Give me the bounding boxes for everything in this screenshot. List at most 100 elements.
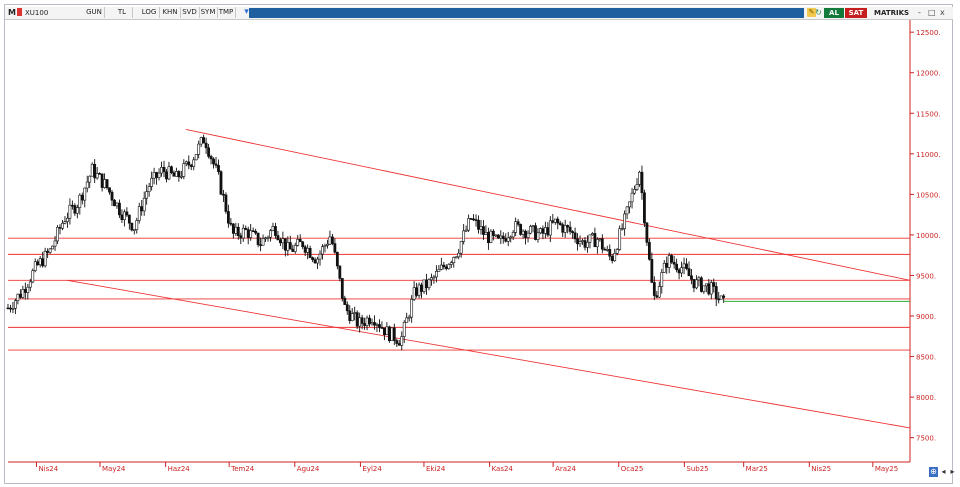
candle-body — [219, 171, 223, 195]
time-tick-label: Agu24 — [297, 465, 320, 473]
candle-body — [516, 221, 520, 225]
candle-body — [266, 236, 270, 239]
button-sym[interactable]: SYM — [199, 7, 218, 18]
close-icon[interactable]: x — [940, 8, 945, 17]
candle-body — [373, 322, 376, 326]
button-log[interactable]: LOG — [139, 7, 160, 18]
candle-body — [197, 143, 201, 155]
candle-body — [152, 172, 156, 179]
candle-body — [234, 226, 238, 234]
zoom-icon[interactable]: ⊕ — [929, 467, 938, 477]
maximize-icon[interactable]: □ — [928, 8, 936, 17]
candle-body — [615, 249, 619, 254]
candle-body — [244, 227, 248, 230]
candle-body — [249, 230, 253, 238]
scroll-left-icon[interactable]: ◂ — [941, 467, 946, 476]
button-khn[interactable]: KHN — [160, 7, 181, 18]
button-tmp[interactable]: TMP — [217, 7, 236, 18]
candle-body — [402, 322, 406, 337]
candle-body — [56, 227, 59, 242]
candle-body — [48, 248, 52, 253]
symbol-label[interactable]: XU100 — [25, 9, 49, 17]
candle-body — [187, 161, 191, 166]
candle-body — [331, 236, 334, 244]
candle-body — [387, 326, 391, 342]
candle-body — [647, 242, 651, 260]
candle-body — [170, 166, 173, 174]
candle-body — [539, 228, 542, 234]
candle-body — [345, 304, 349, 312]
candle-body — [125, 211, 129, 216]
candle-body — [274, 226, 277, 236]
candle-body — [182, 163, 186, 177]
price-tick-label: 12500. — [916, 29, 941, 37]
candle-body — [521, 230, 525, 235]
dropdown-icon[interactable]: ▾ — [244, 7, 249, 17]
buy-button[interactable]: AL — [824, 8, 844, 18]
candle-body — [226, 211, 230, 224]
candle-body — [313, 259, 317, 264]
candle-body — [608, 249, 612, 257]
mode-label[interactable]: M — [8, 8, 16, 17]
candle-body — [444, 266, 448, 269]
button-gun[interactable]: GUN — [84, 7, 105, 18]
candle-body — [360, 317, 364, 324]
price-tick-label: 10500. — [916, 191, 941, 199]
candle-body — [595, 239, 599, 248]
candle-body — [224, 194, 228, 212]
candle-body — [571, 231, 575, 234]
candle-body — [640, 171, 644, 194]
candle-body — [165, 171, 168, 180]
candle-body — [343, 297, 347, 305]
candle-body — [18, 293, 22, 298]
candle-body — [397, 343, 401, 346]
candle-body — [600, 238, 604, 250]
candle-body — [318, 253, 322, 260]
time-tick-label: Sub25 — [686, 465, 708, 473]
minimize-icon[interactable]: - — [918, 8, 921, 17]
candle-body — [306, 247, 310, 253]
candle-body — [209, 156, 213, 160]
candle-body — [439, 264, 443, 270]
candle-body — [682, 263, 686, 268]
candle-body — [335, 251, 339, 267]
candle-body — [410, 299, 414, 318]
candle-body — [660, 272, 664, 287]
candle-body — [370, 322, 374, 325]
candle-body — [712, 282, 716, 287]
candle-body — [618, 228, 622, 250]
candle-body — [491, 230, 495, 236]
refresh-icon[interactable]: ↻ — [815, 8, 822, 17]
button-svd[interactable]: SVD — [180, 7, 200, 18]
candle-body — [73, 205, 77, 214]
candle-body — [412, 287, 416, 300]
time-tick-label: May24 — [102, 465, 126, 473]
candle-body — [477, 219, 480, 230]
candle-body — [496, 234, 500, 239]
candle-body — [26, 286, 30, 293]
candle-body — [162, 167, 166, 173]
candle-body — [447, 264, 451, 269]
candle-body — [41, 258, 45, 267]
candle-body — [395, 340, 399, 344]
candle-body — [16, 293, 20, 301]
candle-body — [578, 241, 582, 245]
candle-body — [546, 227, 550, 236]
candle-body — [291, 248, 295, 252]
candle-body — [105, 179, 109, 189]
price-tick-label: 11000. — [916, 151, 941, 159]
button-tl[interactable]: TL — [112, 7, 133, 18]
candle-body — [576, 238, 579, 245]
candle-body — [254, 230, 258, 234]
sell-button[interactable]: SAT — [845, 8, 867, 18]
scroll-right-icon[interactable]: ▸ — [950, 467, 955, 476]
candle-body — [14, 300, 17, 309]
candle-body — [613, 252, 617, 262]
wrench-icon[interactable]: ✎ — [807, 8, 816, 17]
candle-body — [672, 261, 676, 265]
candle-body — [719, 295, 723, 300]
candle-body — [610, 255, 614, 262]
candle-body — [405, 317, 409, 323]
candle-body — [605, 249, 609, 251]
